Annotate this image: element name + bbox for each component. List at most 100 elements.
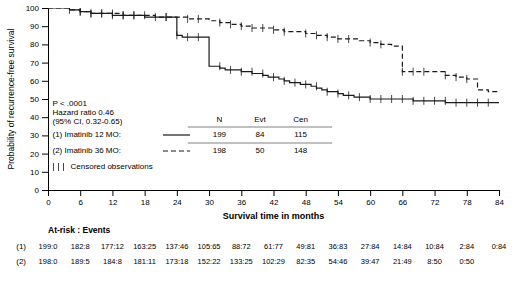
tick-label: 24 <box>173 198 182 207</box>
censor-mark <box>477 99 478 107</box>
legend-censor-symbol <box>63 163 64 171</box>
tick-mark <box>499 190 500 196</box>
legend-label: (2) Imatinib 36 MO: <box>53 146 121 155</box>
tick-mark <box>42 26 48 27</box>
censor-mark <box>123 11 124 19</box>
at-risk-title: At-risk : Events <box>48 225 111 235</box>
tick: 50 <box>30 95 48 104</box>
table-rule <box>188 143 332 144</box>
censor-mark <box>380 40 381 48</box>
at-risk-value: 137:46 <box>165 242 188 251</box>
annotation: P < .0001 <box>53 99 88 108</box>
tick-mark <box>42 99 48 100</box>
censor-mark <box>445 71 446 79</box>
censor-mark <box>219 19 220 27</box>
censor-mark <box>101 9 102 17</box>
tick-label: 20 <box>30 150 39 159</box>
at-risk-row-label: (1) <box>16 242 26 251</box>
tick: 70 <box>30 59 48 68</box>
at-risk-value: 102:29 <box>262 257 285 266</box>
censor-mark <box>133 11 134 19</box>
x-axis-label: Survival time in months <box>223 211 325 221</box>
tick-label: 36 <box>237 198 246 207</box>
censor-mark <box>219 62 220 70</box>
at-risk-value: 14:84 <box>393 242 412 251</box>
at-risk-value: 27:84 <box>361 242 380 251</box>
at-risk-value: 182:8 <box>71 242 90 251</box>
censor-mark <box>90 9 91 17</box>
censor-mark <box>198 33 199 41</box>
at-risk-table: At-risk : Events(1)199:0182:8177:12163:2… <box>16 225 506 266</box>
tick-label: 66 <box>398 198 407 207</box>
tick-label: 10 <box>30 168 39 177</box>
tick-mark <box>112 190 113 196</box>
survival-curve <box>48 8 499 103</box>
tick: 0 <box>35 186 48 195</box>
tick-mark <box>402 190 403 196</box>
censor-mark <box>337 90 338 98</box>
y-axis: 0102030405060708090100 <box>26 4 49 195</box>
censor-mark <box>144 11 145 19</box>
tick-mark <box>274 190 275 196</box>
table-value: 84 <box>256 130 265 139</box>
tick-mark <box>42 190 48 191</box>
censor-mark <box>252 68 253 76</box>
legend-swatch <box>163 134 190 135</box>
tick: 30 <box>205 190 214 207</box>
at-risk-value: 152:22 <box>198 257 221 266</box>
tick-mark <box>42 117 48 118</box>
at-risk-value: 173:18 <box>165 257 188 266</box>
tick-mark <box>42 63 48 64</box>
tick-label: 40 <box>30 113 39 122</box>
censor-mark <box>294 79 295 87</box>
at-risk-value: 21:49 <box>393 257 412 266</box>
censor-mark <box>80 8 81 16</box>
censor-mark <box>123 11 124 19</box>
at-risk-value: 10:84 <box>425 242 444 251</box>
at-risk-value: 105:65 <box>198 242 221 251</box>
tick-label: 6 <box>78 198 83 207</box>
tick-mark <box>42 44 48 45</box>
censor-mark <box>155 13 156 21</box>
legend-table: P < .0001Hazard ratio 0.46(95% CI, 0.32-… <box>53 99 333 171</box>
axis-line <box>49 191 500 197</box>
censor-mark <box>380 95 381 103</box>
tick: 60 <box>366 190 375 207</box>
censor-mark <box>337 35 338 43</box>
censor-mark <box>348 91 349 99</box>
censor-mark <box>359 93 360 101</box>
censor-mark <box>466 99 467 107</box>
tick: 30 <box>30 131 48 140</box>
at-risk-value: 133:25 <box>230 257 253 266</box>
tick-label: 50 <box>30 95 39 104</box>
table-header: Evt <box>254 115 266 124</box>
table-header: N <box>216 115 222 124</box>
tick-mark <box>435 190 436 196</box>
at-risk-value: 36:83 <box>329 242 348 251</box>
table-rule <box>188 127 332 128</box>
censor-mark <box>80 8 81 16</box>
tick-label: 78 <box>463 198 472 207</box>
at-risk-value: 199:0 <box>39 242 58 251</box>
at-risk-value: 39:47 <box>361 257 380 266</box>
at-risk-value: 2:84 <box>459 242 474 251</box>
tick-label: 60 <box>366 198 375 207</box>
censor-mark <box>370 39 371 47</box>
censor-mark <box>348 35 349 43</box>
tick-mark <box>209 190 210 196</box>
tick: 100 <box>26 4 48 13</box>
tick-mark <box>306 190 307 196</box>
y-axis-label: Probability of recurrence-free survival <box>6 29 16 170</box>
table-value: 115 <box>294 130 307 139</box>
censor-mark <box>166 13 167 21</box>
censor-mark <box>112 9 113 17</box>
censor-mark <box>466 75 467 83</box>
censor-mark <box>456 99 457 107</box>
censor-mark <box>305 29 306 37</box>
censor-mark <box>488 99 489 107</box>
tick: 60 <box>30 77 48 86</box>
censor-mark <box>327 33 328 41</box>
censor-mark <box>434 97 435 105</box>
table-value: 198 <box>213 146 227 155</box>
censor-mark <box>187 15 188 23</box>
